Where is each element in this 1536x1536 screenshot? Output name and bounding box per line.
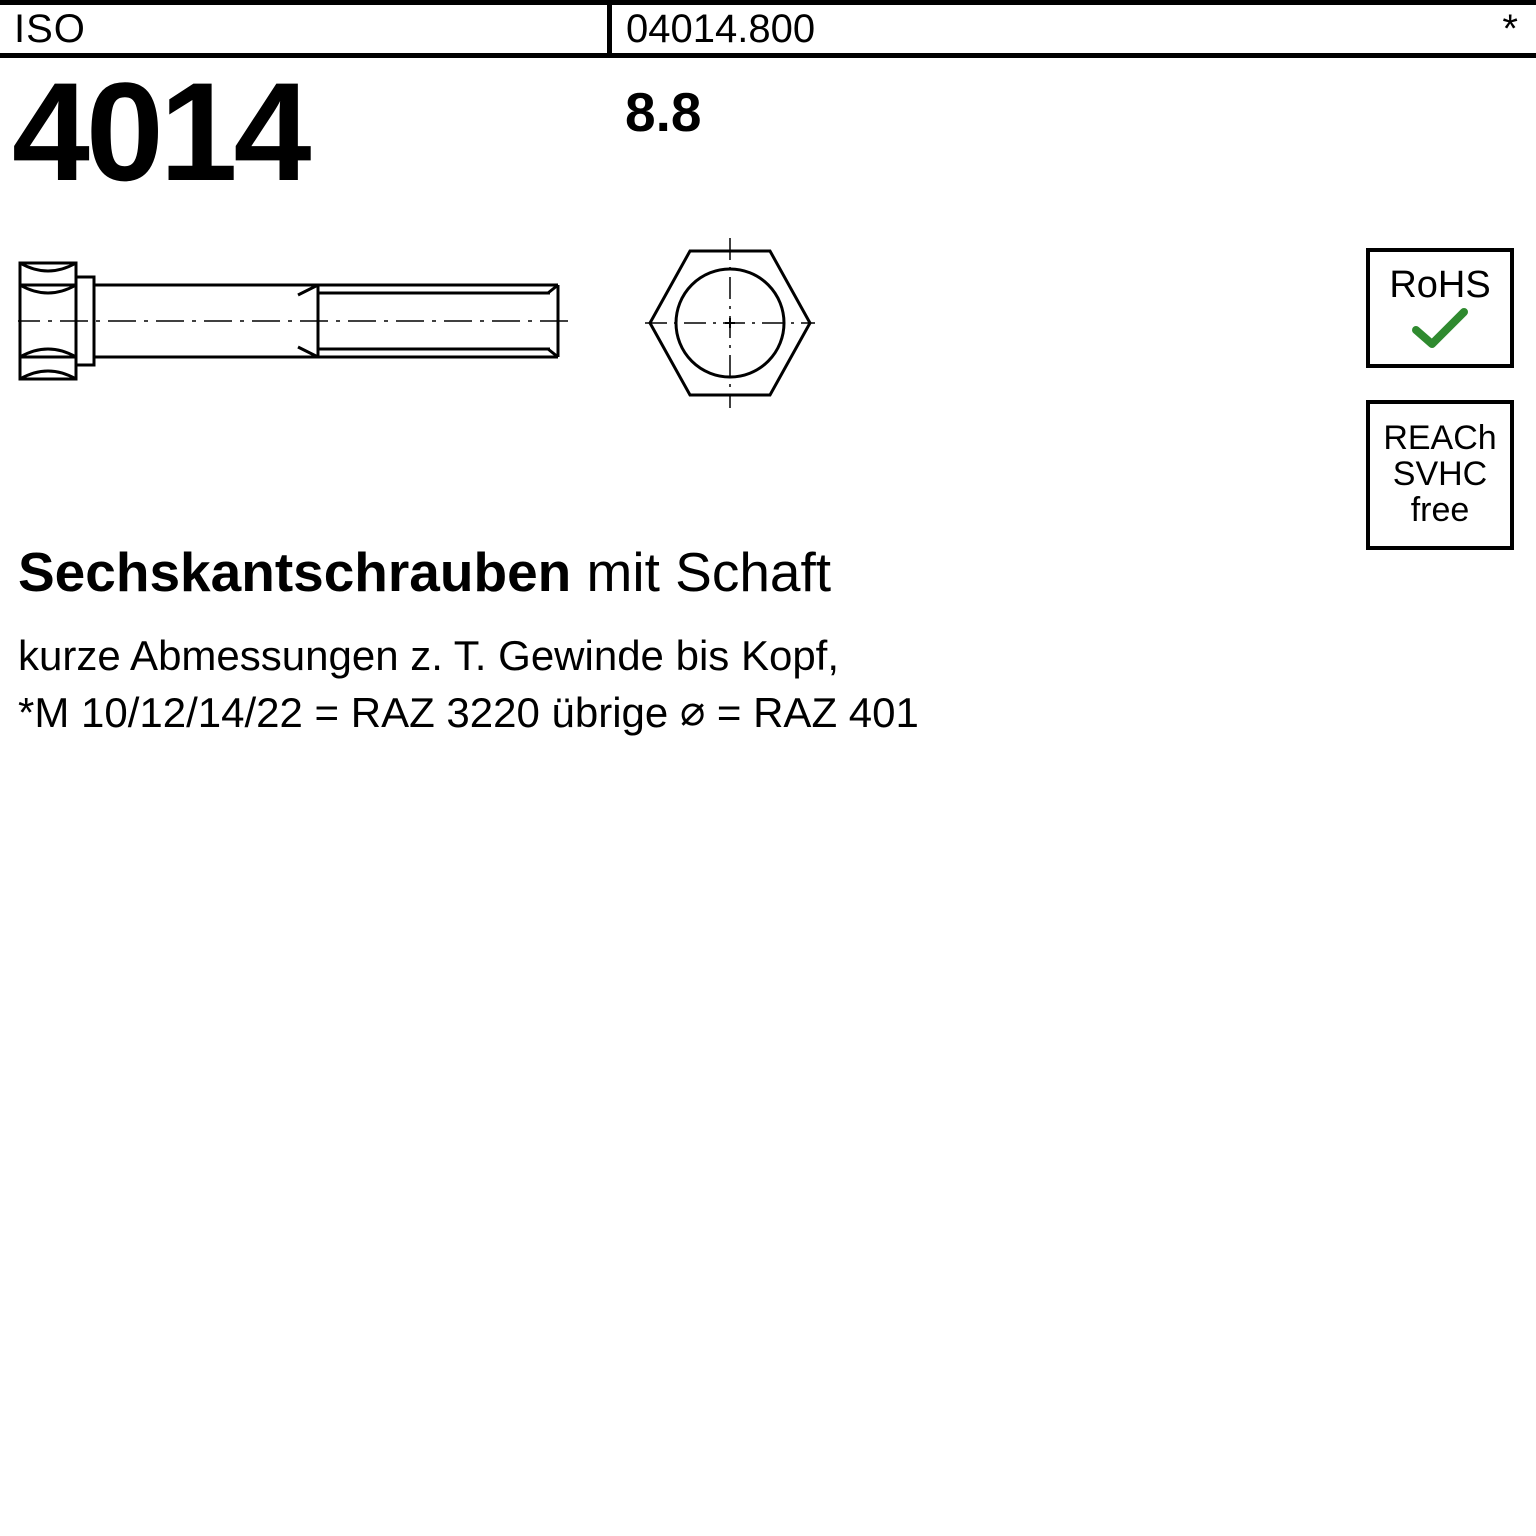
product-description: kurze Abmessungen z. T. Gewinde bis Kopf… <box>18 628 919 741</box>
check-icon <box>1410 306 1470 350</box>
reach-line1: REACh <box>1383 421 1496 457</box>
product-title: Sechskantschrauben mit Schaft <box>18 540 831 604</box>
reach-line3: free <box>1411 493 1470 529</box>
reach-badge: REACh SVHC free <box>1366 400 1514 550</box>
rohs-label: RoHS <box>1389 266 1490 306</box>
bolt-hex-drawing <box>645 238 815 408</box>
desc-2b: = RAZ 401 <box>705 689 919 736</box>
reach-line2: SVHC <box>1393 457 1487 493</box>
rohs-badge: RoHS <box>1366 248 1514 368</box>
header-standard: ISO <box>0 5 612 53</box>
title-rest: mit Schaft <box>571 541 831 603</box>
strength-grade: 8.8 <box>625 80 701 144</box>
bolt-side-drawing <box>18 255 578 405</box>
datasheet-page: ISO 04014.800 * 4014 8.8 <box>0 0 1536 1536</box>
diameter-symbol: ⌀ <box>680 687 705 734</box>
header-row: ISO 04014.800 * <box>0 0 1536 58</box>
desc-line-1: kurze Abmessungen z. T. Gewinde bis Kopf… <box>18 628 919 685</box>
standard-number: 4014 <box>12 62 307 202</box>
title-bold: Sechskantschrauben <box>18 541 571 603</box>
header-star: * <box>1458 5 1536 53</box>
desc-line-2: *M 10/12/14/22 = RAZ 3220 übrige ⌀ = RAZ… <box>18 685 919 742</box>
header-code: 04014.800 <box>612 5 1458 53</box>
desc-2a: *M 10/12/14/22 = RAZ 3220 übrige <box>18 689 680 736</box>
